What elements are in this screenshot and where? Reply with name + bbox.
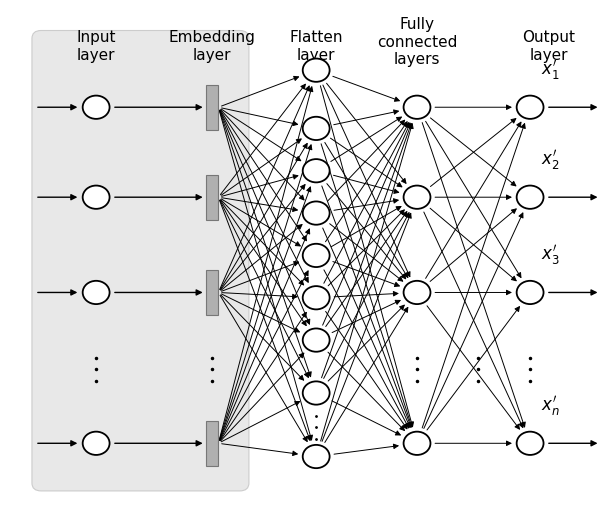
Circle shape: [403, 281, 430, 304]
Circle shape: [303, 159, 330, 182]
Circle shape: [303, 328, 330, 352]
Circle shape: [516, 96, 543, 119]
Circle shape: [516, 186, 543, 209]
Circle shape: [303, 117, 330, 140]
Bar: [206, 270, 219, 315]
Circle shape: [516, 281, 543, 304]
Circle shape: [303, 59, 330, 82]
Text: $x_3'$: $x_3'$: [541, 243, 560, 267]
FancyBboxPatch shape: [32, 30, 249, 491]
Circle shape: [403, 431, 430, 455]
Circle shape: [83, 281, 109, 304]
Circle shape: [303, 381, 330, 405]
Text: Flatten
layer: Flatten layer: [289, 30, 343, 63]
Circle shape: [303, 286, 330, 310]
Circle shape: [403, 186, 430, 209]
Circle shape: [516, 431, 543, 455]
Circle shape: [83, 431, 109, 455]
Circle shape: [83, 186, 109, 209]
Bar: [206, 85, 219, 130]
Text: Fully
connected
layers: Fully connected layers: [377, 17, 457, 67]
Text: $x_2'$: $x_2'$: [541, 148, 559, 172]
Text: $x_n'$: $x_n'$: [541, 394, 560, 418]
Bar: [206, 174, 219, 220]
Text: Input
layer: Input layer: [76, 30, 116, 63]
Circle shape: [303, 244, 330, 267]
Bar: [206, 421, 219, 466]
Circle shape: [303, 202, 330, 225]
Text: $x_1'$: $x_1'$: [541, 58, 560, 82]
Circle shape: [303, 445, 330, 468]
Text: Embedding
layer: Embedding layer: [169, 30, 255, 63]
Circle shape: [403, 96, 430, 119]
Text: Output
layer: Output layer: [522, 30, 575, 63]
Circle shape: [83, 96, 109, 119]
